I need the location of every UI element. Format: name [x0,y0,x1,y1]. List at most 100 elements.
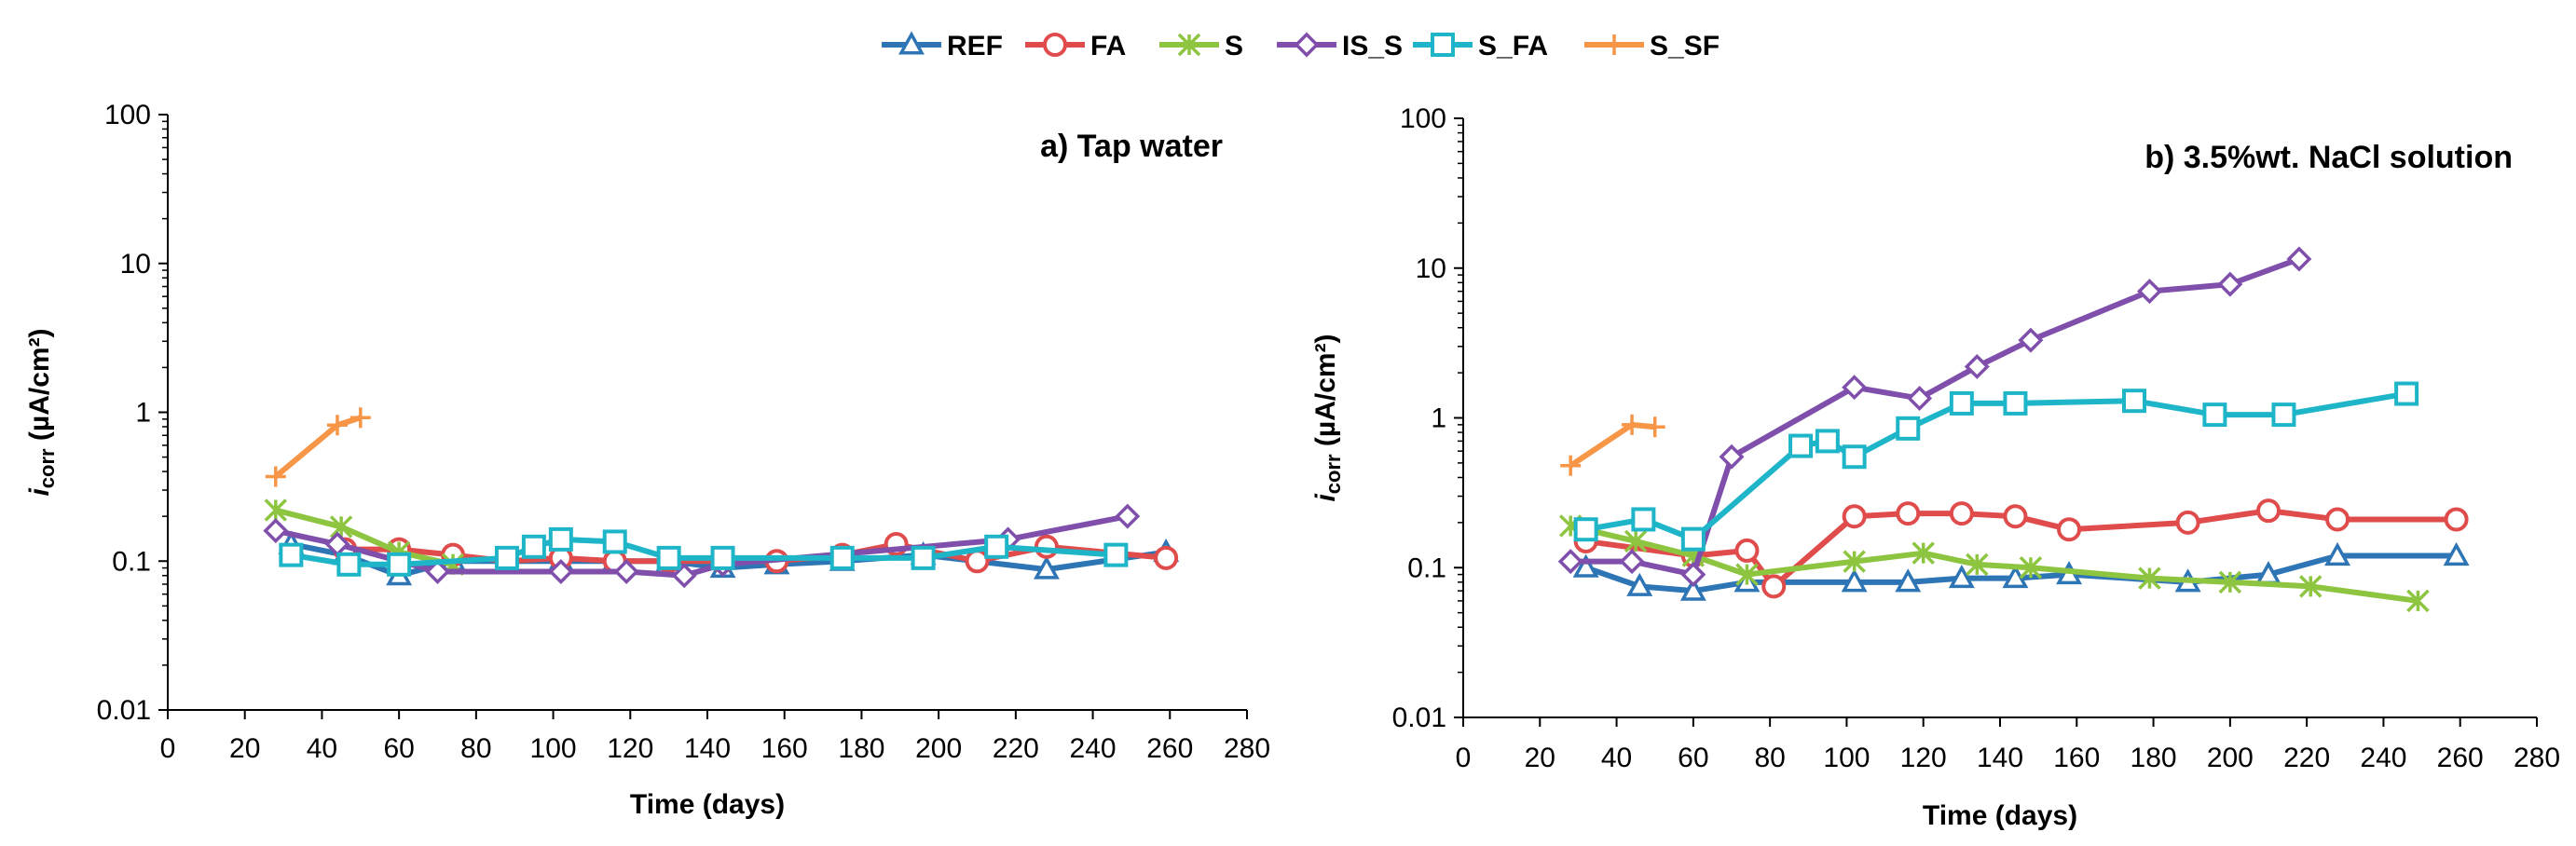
data-point [1842,375,1868,401]
data-point [1896,501,1921,526]
x-tick-label: 180 [2131,743,2177,773]
y-axis-label-subscript: corr [35,448,59,488]
data-point [387,552,412,577]
data-point [1964,353,1990,379]
series-fa [1573,498,2469,599]
data-point [1103,542,1129,567]
data-point [1815,429,1840,454]
series-line [1569,523,2418,604]
data-point [1624,529,1648,553]
data-point [2444,507,2469,532]
data-point [1572,553,1599,578]
data-point [1895,568,1922,593]
data-point [548,526,573,552]
data-point [521,534,546,559]
legend-label: S_SF [1650,31,1720,61]
data-point [1966,553,1989,577]
data-point [829,545,855,570]
data-point [1735,563,1759,586]
data-point [2443,541,2470,566]
data-point [1907,386,1933,412]
data-point [1626,572,1653,596]
x-tick-label: 240 [2360,743,2406,773]
y-tick-label: 0.01 [1392,703,1446,733]
chart-panel-b: 0 20 40 60 80 100 120 140 160 180 200 220 240 260 280 0… [1310,103,2560,831]
data-point [2018,327,2044,353]
x-tick-label: 160 [761,733,808,764]
data-point [2271,403,2296,428]
data-point [2057,517,2082,542]
data-point [2217,271,2243,297]
data-point [1154,545,1179,570]
x-axis-label: Time (days) [1923,800,2077,831]
data-point [1644,416,1665,438]
x-tick-label: 20 [1525,743,1555,773]
series-line [275,507,454,567]
series-s-fa [279,526,1129,577]
series-s [264,498,465,577]
y-axis-label: icorr (µA/cm²) [1310,334,1345,501]
data-point [2218,570,2242,594]
x-tick-label: 160 [2053,743,2100,773]
data-point [263,518,289,544]
x-tick-label: 100 [530,733,577,764]
panel-title: b) 3.5%wt. NaCl solution [2144,140,2513,175]
data-point [2299,575,2323,598]
legend-item-s: S [1159,31,1243,61]
data-point [1557,549,1583,575]
x-tick-label: 20 [229,733,260,764]
legend-label: FA [1090,31,1126,61]
legend-label: REF [947,31,1003,61]
data-point [2175,510,2200,535]
data-point [494,545,519,570]
data-point [710,545,735,570]
x-tick-label: 140 [684,733,731,764]
data-point [2003,390,2028,416]
x-tick-label: 80 [460,733,491,764]
x-tick-label: 260 [2437,743,2484,773]
data-point [2256,498,2281,524]
data-point [1896,416,1921,441]
y-tick-label: 0.1 [112,546,151,577]
data-point [264,498,288,522]
legend-swatch-marker [1604,34,1624,55]
y-tick-label: 0.1 [1407,553,1446,583]
data-point [2003,504,2028,529]
x-tick-label: 60 [383,733,414,764]
data-point [329,515,353,539]
x-tick-label: 180 [838,733,884,764]
legend-swatch-marker [1294,32,1320,58]
chart-panel-a: 0 20 40 60 80 100 120 140 160 180 200 220 240 260 280 0… [24,100,1270,820]
panel-title: a) Tap water [1040,129,1223,164]
y-axis-label-symbol: i [1310,494,1341,502]
legend-item-ref: REF [882,31,1003,61]
y-axis-label-subscript: corr [1322,454,1345,494]
data-point [2325,507,2350,532]
data-point [1911,541,1935,565]
data-point [1573,517,1598,542]
legend-label: S_FA [1478,31,1548,61]
y-axis-label: icorr (µA/cm²) [24,328,59,496]
data-point [1841,568,1868,593]
x-tick-label: 0 [1456,743,1472,773]
data-point [425,559,450,585]
data-point [1948,564,1975,589]
legend-item-is-s: IS_S [1277,31,1403,61]
y-axis-label-unit: (µA/cm²) [24,328,55,448]
y-axis-label-symbol: i [24,488,55,497]
series-s-sf [265,407,371,487]
data-point [1761,574,1787,599]
data-point [1843,550,1866,573]
data-point [1734,538,1760,563]
y-tick-label: 10 [120,249,151,280]
x-tick-label: 80 [1754,743,1785,773]
x-tick-label: 280 [1224,733,1270,764]
legend-item-fa: FA [1025,31,1126,61]
series-is-s [1557,246,2312,588]
data-point [349,407,371,429]
data-point [2138,566,2161,590]
x-tick-label: 220 [993,733,1039,764]
series-line [1569,421,1656,469]
